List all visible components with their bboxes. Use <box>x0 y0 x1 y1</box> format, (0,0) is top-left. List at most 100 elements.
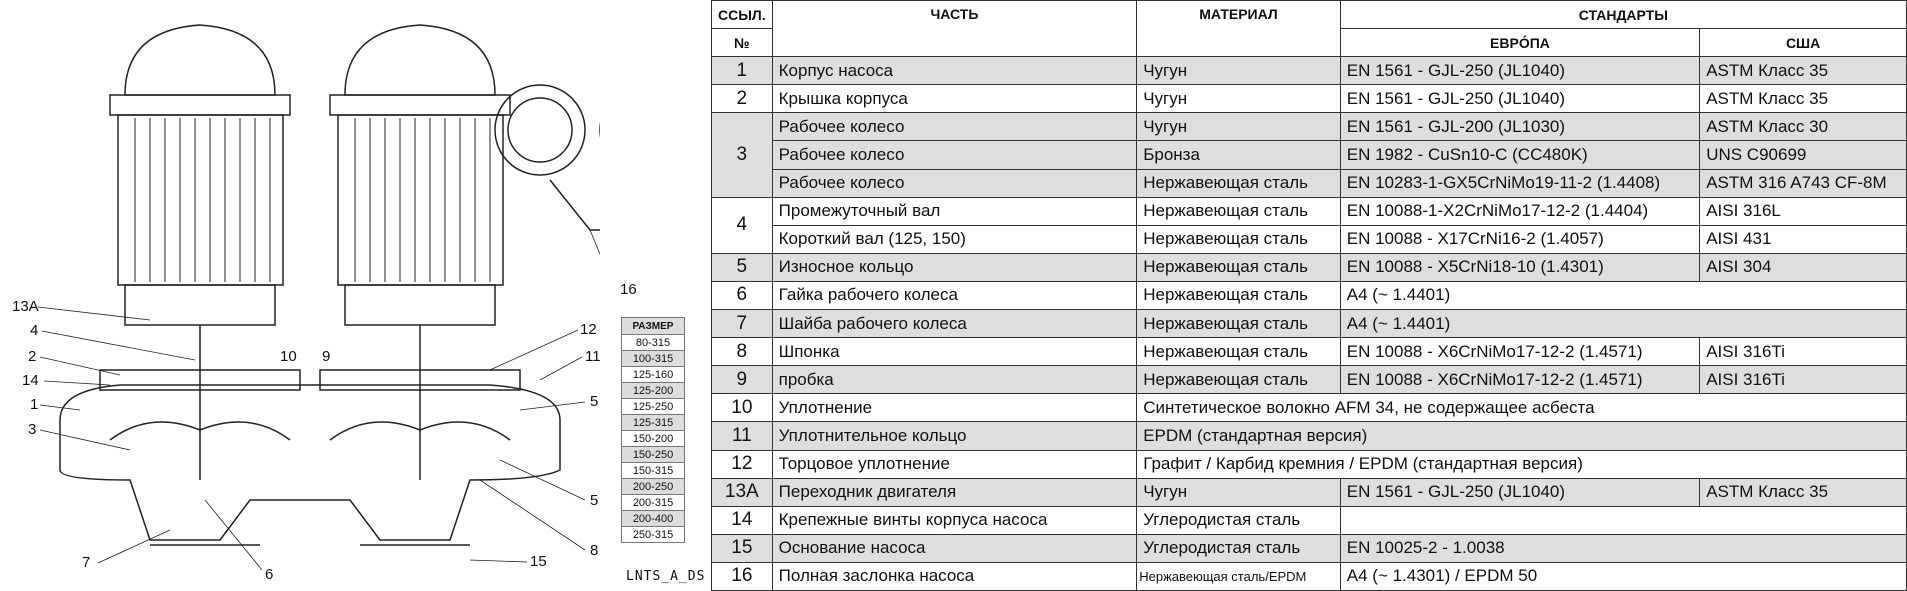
europe-standard: A4 (~ 1.4401) <box>1339 280 1907 311</box>
size-cell: 80-315 <box>621 334 685 351</box>
ref-number: 5 <box>711 252 773 282</box>
usa-standard: ASTM Класс 35 <box>1699 477 1907 507</box>
ref-number: 1 <box>711 56 773 86</box>
usa-standard: UNS C90699 <box>1699 140 1907 170</box>
callout-6: 6 <box>265 566 274 583</box>
table-row: 7 Шайба рабочего колеса Нержавеющая сталь A… <box>711 309 1907 339</box>
callout-14: 14 <box>22 372 39 389</box>
callout-7: 7 <box>82 554 91 571</box>
europe-standard: EN 10088 - X6CrNiMo17-12-2 (1.4571) <box>1339 337 1701 367</box>
part-name: Гайка рабочего колеса <box>771 280 1138 311</box>
table-row: 8 Шпонка Нержавеющая сталь EN 10088 - X6CrN… <box>711 337 1907 367</box>
callout-5-upper: 5 <box>590 393 599 410</box>
part-name: Шпонка <box>771 337 1138 367</box>
material: Нержавеющая сталь <box>1136 337 1341 367</box>
size-cell: 125-315 <box>621 414 685 431</box>
europe-standard: EN 10283-1-GX5CrNiMo19-11-2 (1.4408) <box>1339 168 1701 198</box>
motor-right <box>329 24 511 326</box>
parts-materials-table: ССЫЛ. ЧАСТЬ МАТЕРИАЛ СТАНДАРТЫ № ЕВРÓПА … <box>711 0 1907 591</box>
table-row: Короткий вал (125, 150) Нержавеющая сталь… <box>712 224 1907 254</box>
table-row: 2 Крышка корпуса Чугун EN 1561 - GJL-250 (J… <box>711 84 1907 114</box>
size-cell: 100-315 <box>621 350 685 367</box>
callout-11: 11 <box>585 348 601 365</box>
material: Чугун <box>1136 84 1341 114</box>
europe-standard: EN 10088 - X5CrNi18-10 (1.4301) <box>1339 252 1701 282</box>
size-cell: 250-315 <box>621 526 685 543</box>
size-cell: 150-250 <box>621 446 685 463</box>
material: EPDM (стандартная версия) <box>1136 421 1907 451</box>
table-row: 13A Переходник двигателя Чугун EN 1561 - GJ… <box>711 477 1907 507</box>
size-cell: 200-400 <box>621 510 685 527</box>
leader-lines <box>37 229 600 571</box>
material: Чугун <box>1136 112 1341 142</box>
europe-standard: EN 1561 - GJL-200 (JL1030) <box>1339 112 1701 142</box>
callout-5-lower: 5 <box>590 492 599 509</box>
part-name: Износное кольцо <box>771 252 1138 282</box>
size-cell: 125-200 <box>621 382 685 399</box>
header-standards: СТАНДАРТЫ <box>1339 0 1907 30</box>
callout-8: 8 <box>590 542 599 559</box>
header-ref-no: № <box>711 28 773 58</box>
material: Чугун <box>1136 56 1341 86</box>
ref-number: 11 <box>711 421 773 451</box>
europe-standard: EN 10025-2 - 1.0038 <box>1339 533 1907 563</box>
material: Графит / Карбид кремния / EPDM (стандарт… <box>1136 449 1907 479</box>
table-row: 3 Рабочее колесо Чугун EN 1561 - GJL-200 (J… <box>711 112 1907 198</box>
size-cell: 125-250 <box>621 398 685 415</box>
size-header: РАЗМЕР <box>621 317 685 335</box>
ref-number: 14 <box>711 505 773 535</box>
material: Нержавеющая сталь <box>1136 309 1341 339</box>
table-row: 6 Гайка рабочего колеса Нержавеющая сталь A… <box>711 280 1907 311</box>
material: Нержавеющая сталь <box>1136 280 1341 311</box>
callout-16: 16 <box>620 281 637 298</box>
part-name: Полная заслонка насоса <box>771 561 1138 591</box>
part-name: Основание насоса <box>771 533 1138 563</box>
part-name: Рабочее колесо <box>771 112 1138 142</box>
material: Бронза <box>1136 140 1341 170</box>
ref-number: 15 <box>711 533 773 563</box>
part-name: Крепежные винты корпуса насоса <box>771 505 1138 535</box>
ref-number: 9 <box>711 365 773 395</box>
callout-3: 3 <box>28 421 37 438</box>
size-cell: 150-200 <box>621 430 685 447</box>
ref-number: 12 <box>711 449 773 479</box>
part-name: Короткий вал (125, 150) <box>771 224 1138 254</box>
ref-number: 6 <box>711 280 773 311</box>
table-row: 4 Промежуточный вал Нержавеющая сталь EN 10… <box>711 196 1907 254</box>
usa-standard: ASTM Класс 35 <box>1699 84 1907 114</box>
callout-10: 10 <box>280 348 297 365</box>
ref-number: 4 <box>711 196 773 254</box>
header-material: МАТЕРИАЛ <box>1136 0 1341 58</box>
part-name: Шайба рабочего колеса <box>771 309 1138 339</box>
ref-number: 10 <box>711 393 773 423</box>
table-row: Рабочее колесо Нержавеющая сталь EN 10283-… <box>712 168 1907 198</box>
usa-standard: AISI 316L <box>1699 196 1907 226</box>
part-name: Рабочее колесо <box>771 168 1138 198</box>
callout-9: 9 <box>322 348 331 365</box>
table-row: 11 Уплотнительное кольцо EPDM (стандартная… <box>711 421 1907 451</box>
europe-standard: EN 10088 - X6CrNiMo17-12-2 (1.4571) <box>1339 365 1701 395</box>
table-row: 16 Полная заслонка насоса Нержавеющая стал… <box>711 561 1907 591</box>
material: Синтетическое волокно AFM 34, не содержа… <box>1136 393 1907 423</box>
part-name: Промежуточный вал <box>771 196 1138 226</box>
table-row: Рабочее колесо Бронза EN 1982 - CuSn10-C (… <box>712 140 1907 170</box>
callout-4: 4 <box>30 322 39 339</box>
callout-13a: 13A <box>12 298 39 315</box>
header-ref: ССЫЛ. <box>711 0 773 30</box>
europe-standard <box>1339 505 1907 535</box>
usa-standard: ASTM Класс 35 <box>1699 56 1907 86</box>
usa-standard: ASTM Класс 30 <box>1699 112 1907 142</box>
material: Нержавеющая сталь <box>1136 365 1341 395</box>
ref-number: 3 <box>711 112 773 198</box>
table-row: 10 Уплотнение Синтетическое волокно AFM 34… <box>711 393 1907 423</box>
table-row: 1 Корпус насоса Чугун EN 1561 - GJL-250 (JL… <box>711 56 1907 86</box>
material: Нержавеющая сталь/EPDM <box>1136 561 1341 591</box>
pump-cross-section-drawing <box>37 24 600 571</box>
table-row: 15 Основание насоса Углеродистая сталь EN 1… <box>711 533 1907 563</box>
material: Нержавеющая сталь <box>1136 196 1341 226</box>
part-name: Торцовое уплотнение <box>771 449 1138 479</box>
europe-standard: A4 (~ 1.4301) / EPDM 50 <box>1339 561 1907 591</box>
callout-1: 1 <box>30 396 39 413</box>
callout-2: 2 <box>28 348 37 365</box>
part-name: Корпус насоса <box>771 56 1138 86</box>
